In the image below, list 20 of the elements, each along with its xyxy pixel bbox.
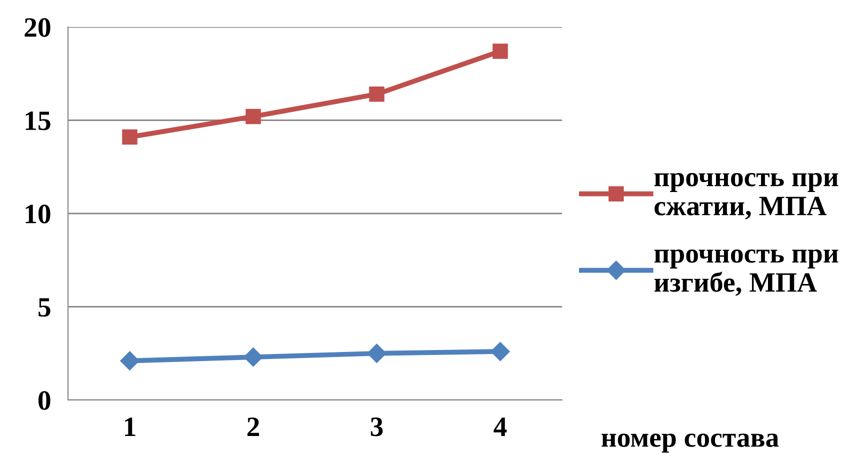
point xyxy=(244,348,263,367)
point xyxy=(120,351,140,370)
point xyxy=(369,86,384,102)
point xyxy=(490,342,510,362)
point xyxy=(367,344,386,363)
y-tick-label: 10 xyxy=(26,204,50,224)
point xyxy=(122,129,138,145)
y-tick-label: 15 xyxy=(26,112,50,130)
y-tick-label: 20 xyxy=(24,18,50,37)
legend-label: прочность при изгибе, МПА xyxy=(654,249,838,296)
point xyxy=(246,108,261,124)
y-tick-label: 5 xyxy=(38,298,50,317)
y-tick-label: 0 xyxy=(38,391,50,410)
x-tick-label: 2 xyxy=(247,418,259,436)
x-tick-label: 4 xyxy=(494,418,507,436)
point xyxy=(492,44,508,59)
x-axis-title: номер состава xyxy=(602,434,779,453)
legend-label: прочность при сжатии, МПА xyxy=(654,172,838,220)
x-tick-label: 1 xyxy=(125,418,136,436)
x-tick-label: 3 xyxy=(370,418,383,436)
